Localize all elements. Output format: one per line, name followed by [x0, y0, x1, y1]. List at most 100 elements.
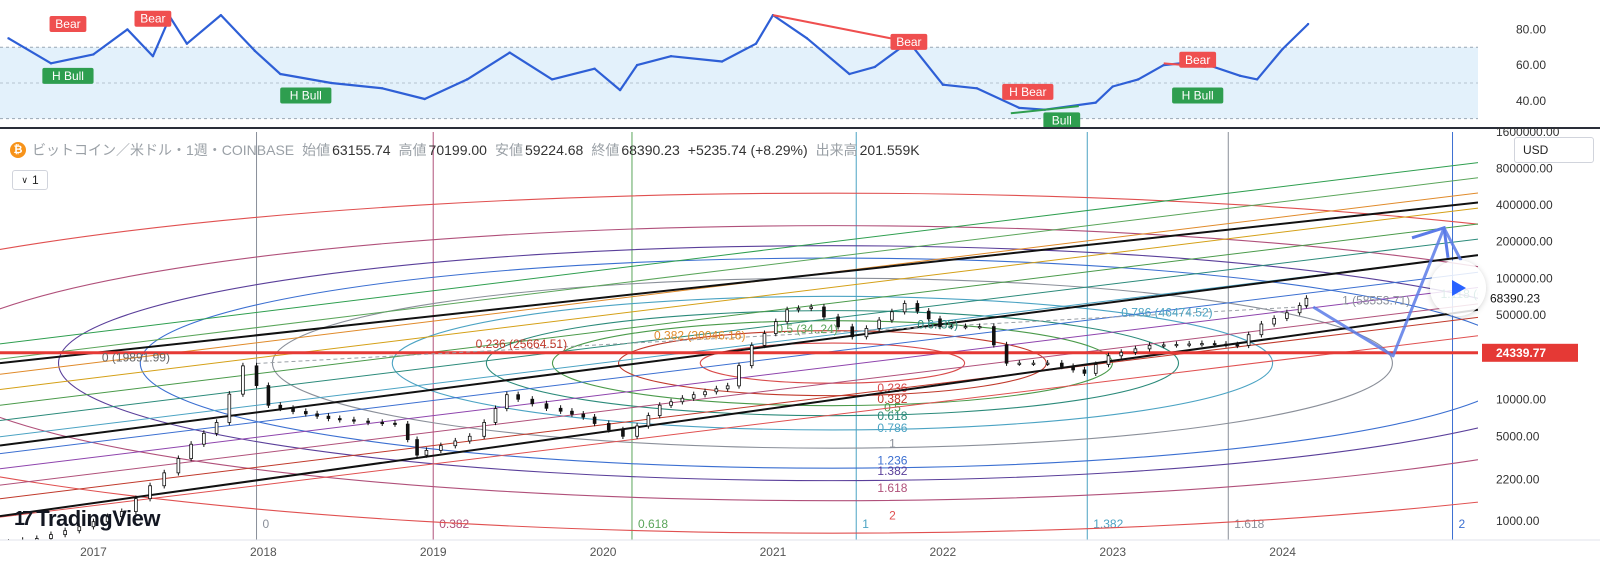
play-icon: [1452, 280, 1466, 296]
interval-selector[interactable]: ∨ 1: [12, 170, 48, 190]
candle-body: [621, 429, 625, 437]
rsi-point: [873, 65, 877, 69]
candle-body: [1119, 351, 1124, 357]
fib-circle: [58, 245, 1478, 482]
candle-body: [453, 440, 458, 447]
candle-body: [558, 407, 563, 412]
rsi-point: [279, 72, 282, 76]
signal-label: Bear: [140, 12, 165, 26]
candle-body: [105, 516, 110, 523]
candle-body: [796, 307, 801, 311]
candle-body: [189, 443, 193, 459]
rsi-point: [635, 63, 639, 67]
candle-body: [1224, 343, 1228, 346]
bull-signal: H Bull: [280, 87, 332, 104]
fib-fan-line: [0, 316, 1478, 500]
chevron-down-icon: ∨: [21, 174, 28, 185]
rsi-pane: Bear Bear H Bull H Bull Bear H Bear Bull Bear H …: [0, 10, 1546, 129]
candle-body: [1045, 362, 1050, 365]
signal-label: Bear: [896, 35, 921, 49]
candle-body: [1187, 343, 1191, 346]
rsi-point: [1281, 47, 1284, 51]
divergence-line: [1010, 105, 1079, 115]
fib-fan-line: [0, 335, 1478, 518]
candle-body: [822, 306, 826, 318]
rsi-point: [1306, 22, 1310, 26]
candle-body: [266, 385, 271, 406]
change-value: +5235.74 (+8.29%): [687, 142, 808, 158]
signal-badge: [1002, 83, 1054, 100]
fib-fan-line: [0, 238, 1478, 421]
candle-body: [1106, 355, 1111, 365]
support-price-label: 24339.77: [1496, 346, 1546, 360]
volume-value: 201.559K: [859, 142, 920, 158]
rsi-point: [423, 97, 426, 101]
rsi-point: [669, 54, 673, 58]
fib-fan-line: [0, 303, 1478, 486]
low-label: 安値: [494, 142, 523, 158]
last-price-label: 68390.23: [1490, 291, 1540, 305]
candle-body: [749, 345, 754, 367]
tradingview-logo[interactable]: 17 TradingView: [14, 506, 160, 532]
candle-body: [1246, 334, 1251, 346]
rsi-tick-label: 60.00: [1516, 58, 1546, 72]
candle-body: [1004, 344, 1009, 364]
fib-circle-label: 2: [889, 509, 896, 523]
fib-time-label: 0.382: [439, 517, 469, 531]
candle-body: [592, 416, 597, 424]
candle-body: [1200, 343, 1204, 346]
candle-body: [77, 526, 82, 532]
signal-label: Bear: [55, 17, 80, 31]
candle-body: [544, 403, 549, 409]
low-value: 59224.68: [524, 142, 584, 158]
currency-selector[interactable]: USD: [1514, 137, 1594, 163]
symbol-header: ₿ ビットコイン／米ドル・1週・COINBASE 始値 63155.74 高値 70…: [10, 140, 920, 160]
fib-fan-line: [0, 207, 1478, 390]
fib-circle: [271, 277, 1393, 449]
interval-value: 1: [31, 173, 39, 187]
time-tick-label: 2022: [930, 545, 957, 559]
candle-body: [1235, 344, 1240, 347]
fib-circle-label: 1: [889, 436, 896, 450]
candle-body: [148, 485, 152, 500]
price-tick-label: 400000.00: [1496, 198, 1553, 212]
signal-label: H Bull: [290, 88, 322, 102]
candle-body: [505, 394, 509, 409]
symbol-name[interactable]: ビットコイン／米ドル・1週・COINBASE: [32, 142, 295, 158]
fib-circle: [0, 225, 1478, 502]
fib-fan-line: [0, 223, 1478, 406]
signal-badge: [42, 67, 94, 84]
tradingview-logo-icon: 17: [14, 507, 33, 530]
candle-body: [1017, 362, 1022, 365]
signal-label: Bear: [1185, 53, 1210, 67]
candle-body: [1272, 317, 1276, 325]
signal-label: H Bear: [1009, 85, 1046, 99]
fib-price-label: 0.236 (25664.51): [476, 337, 567, 351]
fib-circle-label: 0.382: [877, 392, 907, 406]
signal-badge: [1179, 51, 1217, 68]
candle-body: [393, 422, 397, 425]
rsi-point: [1137, 78, 1140, 81]
price-tick-label: 800000.00: [1496, 162, 1553, 176]
candle-body: [241, 365, 245, 395]
candle-body: [227, 393, 232, 423]
play-button[interactable]: [1430, 260, 1486, 316]
open-value: 63155.74: [332, 142, 391, 158]
rsi-point: [618, 88, 622, 92]
high-label: 高値: [398, 142, 427, 158]
time-tick-label: 2024: [1269, 545, 1296, 559]
signal-badge: [49, 16, 87, 33]
candle-body: [737, 365, 741, 387]
close-label: 終値: [591, 142, 620, 158]
candle-body: [1133, 348, 1138, 353]
fib-time-label: 0.618: [638, 517, 668, 531]
rsi-point: [7, 37, 10, 40]
fib-circle-label: 1.618: [877, 481, 907, 495]
rsi-point: [593, 67, 596, 70]
rsi-point: [975, 87, 979, 90]
candle-body: [467, 435, 472, 442]
candle-body: [326, 415, 331, 419]
fib-circle: [139, 257, 1478, 469]
